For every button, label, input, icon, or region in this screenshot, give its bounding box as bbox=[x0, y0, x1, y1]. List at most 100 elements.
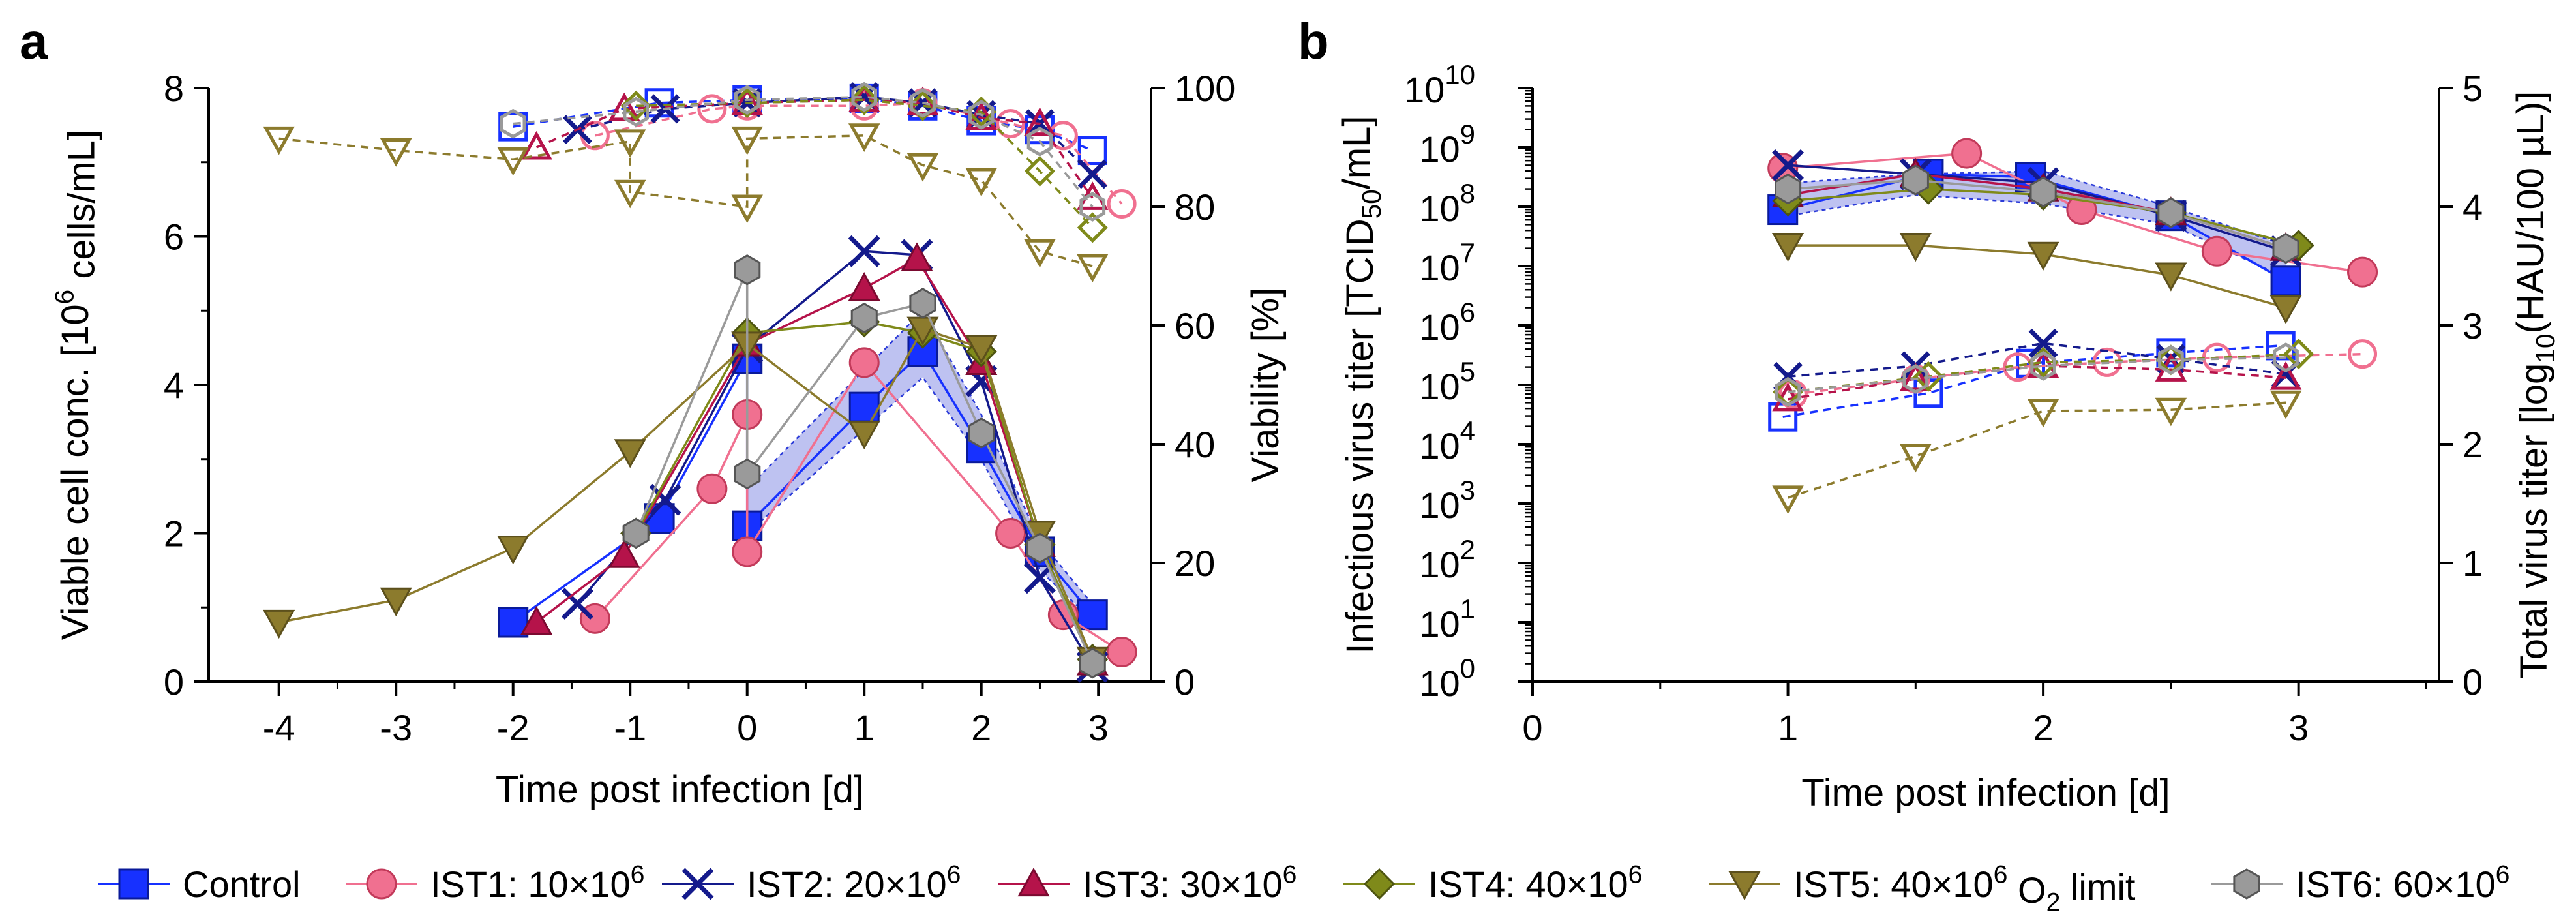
legend-label-part-1: 6 bbox=[1628, 860, 1643, 888]
viability-ist5-point bbox=[848, 123, 880, 152]
legend-label-part-1: 6 bbox=[947, 860, 961, 888]
x-axis-label: Time post infection [d] bbox=[496, 768, 864, 811]
hau-ist6-point bbox=[1775, 377, 1801, 407]
legend-label-part-0: IST2: 20×10 bbox=[747, 864, 947, 905]
vcc-ist6-point bbox=[850, 302, 878, 334]
x-tick-label: 2 bbox=[971, 707, 991, 748]
viability-ist1-line bbox=[595, 102, 1123, 205]
legend-label: IST2: 20×106 bbox=[747, 860, 961, 905]
viability-ist4 bbox=[620, 84, 1108, 243]
vcc-ist6-point bbox=[1079, 647, 1106, 679]
vcc-ist5-point bbox=[497, 536, 530, 565]
hau-ist2-line bbox=[1788, 342, 2286, 378]
legend-label-part-1: 6 bbox=[1283, 860, 1297, 888]
viability-ist3-point bbox=[1024, 107, 1056, 136]
viability-ist5-point bbox=[614, 129, 646, 159]
viability-ist1-point bbox=[849, 91, 879, 121]
viability-ist6-point bbox=[968, 100, 995, 130]
hau-ist5-point bbox=[1900, 444, 1932, 473]
hau-ist5-point bbox=[2269, 390, 2302, 419]
viability-ist5-point bbox=[731, 194, 763, 224]
viability-control-point bbox=[498, 112, 528, 142]
hau-ist6-point bbox=[2030, 351, 2056, 381]
y-left-tick-exp: 8 bbox=[1460, 178, 1475, 209]
viability-ist5-point bbox=[731, 126, 763, 155]
y-left-tick-base: 10 bbox=[1419, 663, 1460, 704]
x-tick-label: -2 bbox=[497, 707, 530, 748]
legend-label-part-0: IST1: 10×10 bbox=[430, 864, 631, 905]
y-axis-label-right: Viability [%] bbox=[1244, 288, 1287, 483]
tcid-ist6 bbox=[1775, 164, 2299, 264]
vcc-ist6-line bbox=[635, 269, 1094, 664]
y-left-tick-label: 104 bbox=[1419, 416, 1475, 466]
legend-label-part-1: 6 bbox=[631, 860, 645, 888]
x-tick-label: 0 bbox=[1522, 707, 1542, 748]
vcc-ist5-line bbox=[278, 327, 1094, 660]
vcc-ist6-point bbox=[909, 288, 936, 319]
legend-item-ist3: IST3: 30×106 bbox=[998, 860, 1296, 905]
y-left-tick-label: 2 bbox=[164, 513, 184, 554]
viability-ist5-point bbox=[965, 168, 997, 197]
y-axis-label-left-part-1: 6 bbox=[50, 290, 80, 305]
x-tick-label: 3 bbox=[2288, 707, 2309, 748]
viability-ist6-point bbox=[500, 108, 526, 139]
y-right-tick-label: 1 bbox=[2463, 543, 2483, 584]
vcc-ist6 bbox=[622, 254, 1106, 679]
legend-item-control: Control bbox=[98, 864, 301, 905]
legend-label: IST5: 40×106 O2 limit bbox=[1793, 860, 2136, 916]
legend-marker bbox=[1017, 867, 1050, 897]
tcid-ist6-point bbox=[2029, 176, 2057, 208]
legend-item-ist4: IST4: 40×106 bbox=[1343, 860, 1642, 905]
tcid-ist6-point bbox=[1775, 173, 1802, 205]
viability-ist6-point bbox=[734, 85, 760, 115]
tcid-ist6-point bbox=[2157, 197, 2185, 228]
y-right-tick-label: 80 bbox=[1175, 187, 1215, 228]
legend-marker bbox=[1728, 871, 1761, 901]
vcc-ist6-point bbox=[968, 417, 995, 449]
y-left-tick-exp: 5 bbox=[1460, 356, 1475, 387]
legend-label: IST4: 40×106 bbox=[1428, 860, 1642, 905]
y-left-tick-label: 101 bbox=[1419, 594, 1475, 644]
y-left-tick-base: 10 bbox=[1419, 544, 1460, 585]
vcc-ist2-point bbox=[561, 588, 593, 620]
tcid-ist1-point bbox=[2347, 256, 2378, 288]
y-left-tick-exp: 6 bbox=[1460, 297, 1475, 327]
viability-ist5-point bbox=[614, 179, 646, 209]
y-left-tick-base: 10 bbox=[1419, 425, 1460, 466]
vcc-ist6-point bbox=[734, 458, 761, 490]
y-left-tick-label: 1010 bbox=[1404, 59, 1475, 110]
legend-label: Control bbox=[183, 864, 301, 905]
hau-ist4-point bbox=[2283, 339, 2314, 370]
y-left-tick-exp: 7 bbox=[1460, 237, 1475, 268]
y-right-tick-label: 2 bbox=[2463, 424, 2483, 465]
y-left-tick-base: 10 bbox=[1419, 603, 1460, 644]
hau-ist6-point bbox=[2158, 344, 2184, 375]
legend-label-part-0: IST5: 40×10 bbox=[1793, 864, 1994, 905]
y-axis-label-left-part-0: Viable cell conc. [10 bbox=[54, 304, 97, 640]
legend-item-ist2: IST2: 20×106 bbox=[662, 860, 961, 905]
y-axis-label-right-part-0: Total virus titer [log bbox=[2513, 363, 2555, 679]
hau-ist6-point bbox=[1902, 364, 1929, 394]
hau-ist4-point bbox=[1913, 361, 1944, 392]
y-left-tick-exp: 0 bbox=[1460, 653, 1475, 684]
y-left-tick-base: 10 bbox=[1419, 129, 1460, 170]
hau-ist6-point bbox=[2273, 342, 2299, 372]
vcc-ist2-point bbox=[848, 235, 880, 267]
viability-ist3-point bbox=[520, 130, 552, 160]
viability-ist1-point bbox=[996, 109, 1026, 139]
y-left-tick-base: 10 bbox=[1419, 247, 1460, 288]
viability-ist1-point bbox=[1107, 189, 1137, 219]
panel-label-b: b bbox=[1298, 12, 1329, 70]
legend-marker bbox=[681, 868, 714, 900]
legend-item-ist5: IST5: 40×106 O2 limit bbox=[1709, 860, 2136, 916]
y-left-tick-base: 10 bbox=[1404, 69, 1445, 110]
viability-ist5-point bbox=[1076, 254, 1109, 283]
legend-label: IST6: 60×106 bbox=[2296, 860, 2509, 905]
tcid-ist5-point bbox=[2155, 262, 2187, 292]
viability-ist4-point bbox=[1024, 155, 1056, 187]
viability-ist4-point bbox=[732, 87, 763, 119]
x-tick-label: 0 bbox=[737, 707, 757, 748]
legend-label-part-3: 2 bbox=[2046, 888, 2061, 916]
